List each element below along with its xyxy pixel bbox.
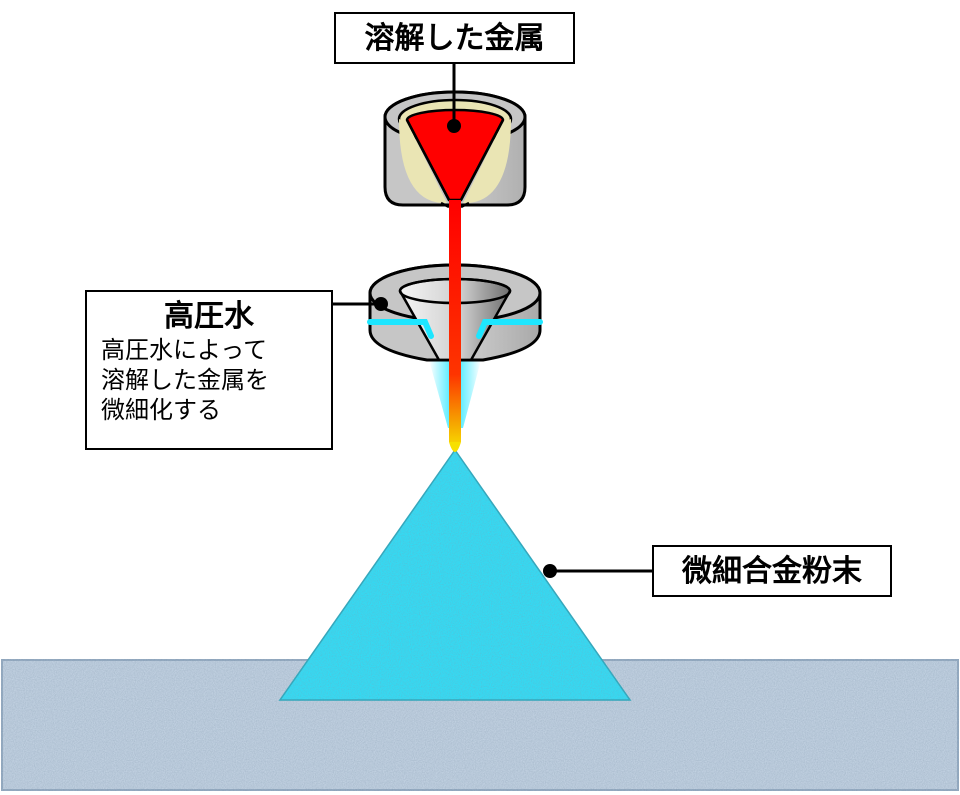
molten-stream xyxy=(449,200,461,452)
label-box-fine-powder: 微細合金粉末 xyxy=(652,545,892,597)
powder-spray-cone xyxy=(280,450,630,700)
label-powder-title: 微細合金粉末 xyxy=(668,553,876,591)
label-box-molten-metal: 溶解した金属 xyxy=(334,12,575,64)
label-water-title: 高圧水 xyxy=(101,298,317,336)
connector-water xyxy=(333,297,388,311)
connector-powder xyxy=(543,564,652,578)
label-box-high-pressure-water: 高圧水 高圧水によって溶解した金属を微細化する xyxy=(85,290,333,450)
label-molten-metal-title: 溶解した金属 xyxy=(350,20,559,58)
label-water-subtitle: 高圧水によって溶解した金属を微細化する xyxy=(101,336,317,426)
